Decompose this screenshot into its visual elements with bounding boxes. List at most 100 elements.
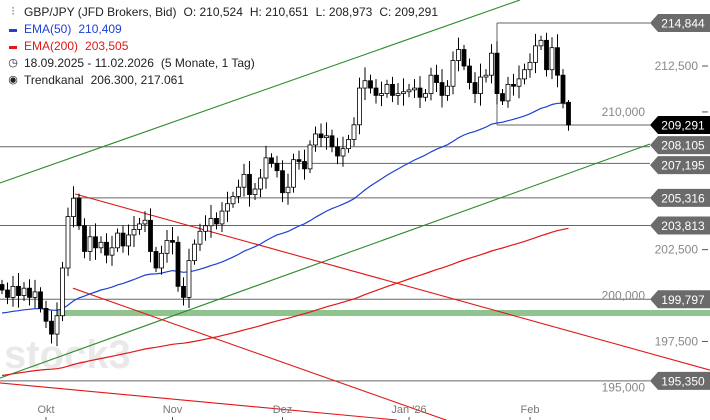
candle-body-up: [346, 139, 351, 150]
target-icon: ◉: [8, 74, 18, 86]
resistance-trend-line: [72, 287, 448, 420]
price-label-text: 207,195: [661, 159, 705, 173]
candle-body-up: [197, 230, 203, 245]
candle-body-up: [549, 47, 555, 71]
high-value: H: 210,651: [249, 5, 309, 19]
candle-body-up: [126, 234, 131, 247]
legend-ema50[interactable]: EMA(50) 210,409: [6, 21, 438, 38]
candle-body-up: [54, 315, 60, 335]
candle: [395, 83, 401, 105]
candle-body-down: [104, 241, 109, 256]
candle-body-up: [489, 52, 494, 76]
candle: [181, 277, 186, 306]
price-label-text: 214,844: [661, 17, 705, 31]
candle-body-up: [516, 78, 522, 87]
price-label-bg: [650, 371, 710, 390]
legend-trend[interactable]: ◉ Trendkanal 206.300, 217.061: [6, 72, 438, 89]
candle-body-up: [313, 133, 318, 146]
legend-symbol-row: ⫶ GBP/JPY (JFD Brokers, Bid) O: 210,524 …: [6, 4, 438, 21]
candle: [500, 88, 505, 106]
trend-label: Trendkanal: [24, 73, 84, 87]
candle-body-down: [5, 289, 10, 298]
candle-body-up: [203, 225, 208, 232]
price-label-text: 199,797: [661, 293, 705, 307]
candle-body-up: [65, 216, 71, 269]
candle: [120, 225, 126, 253]
candle-body-down: [467, 65, 472, 83]
candle-body-down: [120, 232, 126, 247]
candle: [109, 235, 115, 266]
ema50-line: [1, 102, 569, 314]
candle: [115, 228, 120, 252]
legend-range[interactable]: ◷ 18.09.2025 - 11.02.2026 (5 Monate, 1 T…: [6, 55, 438, 72]
candle-body-down: [417, 87, 423, 98]
candle: [505, 76, 511, 108]
candle-body-down: [93, 236, 98, 249]
candle-body-down: [280, 170, 285, 194]
candle-body-down: [0, 284, 5, 291]
candle: [5, 282, 10, 305]
price-label-bg: [650, 216, 710, 235]
ema200-value: 203,505: [85, 39, 129, 53]
candle: [368, 74, 373, 94]
candlestick-icon: ⫶: [11, 6, 15, 18]
candle-body-up: [71, 197, 76, 217]
candle: [434, 64, 439, 92]
price-label-bg: [650, 136, 710, 155]
candle-body-up: [505, 83, 511, 102]
candle: [16, 272, 21, 308]
candle-body-up: [478, 76, 483, 94]
candle: [241, 163, 247, 197]
candle-body-down: [153, 251, 159, 269]
level-price-label: 199,797: [650, 290, 710, 309]
candle: [483, 69, 489, 83]
candle: [274, 155, 280, 178]
candle: [428, 67, 434, 101]
candle: [346, 134, 351, 153]
candle: [555, 34, 560, 88]
candle: [401, 78, 406, 106]
candle: [164, 229, 170, 263]
legend-ema200[interactable]: EMA(200) 203,505: [6, 38, 438, 55]
candle-body-up: [208, 218, 214, 227]
candle: [302, 149, 307, 180]
x-tick-label: Feb: [521, 404, 540, 416]
candle: [522, 63, 527, 85]
candle-body-up: [87, 236, 93, 252]
candle-body-up: [186, 260, 192, 298]
candle-body-down: [247, 173, 252, 195]
candle-body-down: [181, 285, 186, 298]
candle-body-down: [439, 82, 445, 96]
candle: [280, 160, 285, 203]
candle-body-up: [395, 93, 401, 96]
candle-body-down: [76, 197, 82, 227]
candle-body-down: [368, 80, 373, 89]
symbol-name[interactable]: GBP/JPY (JFD Brokers, Bid): [24, 5, 177, 19]
candle: [98, 236, 104, 254]
candle-body-down: [38, 291, 43, 309]
candle-body-up: [115, 232, 120, 249]
candle-body-down: [511, 83, 516, 87]
candle-body-up: [230, 195, 236, 205]
y-tick-label: 195,000: [602, 380, 646, 394]
price-label-bg: [650, 188, 710, 207]
price-label-bg: [650, 290, 710, 309]
candle: [379, 81, 384, 107]
candle-body-up: [98, 241, 104, 249]
trend-value: 206.300, 217.061: [90, 73, 185, 87]
candle-body-up: [159, 252, 164, 269]
candle: [71, 186, 76, 228]
candle: [351, 117, 357, 147]
candle: [511, 73, 516, 96]
candle-body-up: [362, 80, 368, 89]
candle-body-up: [10, 285, 16, 298]
candle: [252, 182, 258, 201]
y-tick-label: 200,000: [602, 289, 646, 303]
candle: [533, 33, 538, 74]
candle-body-down: [170, 240, 175, 243]
resistance-trend-line: [75, 193, 710, 371]
candle-body-up: [401, 91, 406, 94]
candle-body-up: [21, 287, 27, 296]
candle-body-down: [16, 285, 21, 296]
